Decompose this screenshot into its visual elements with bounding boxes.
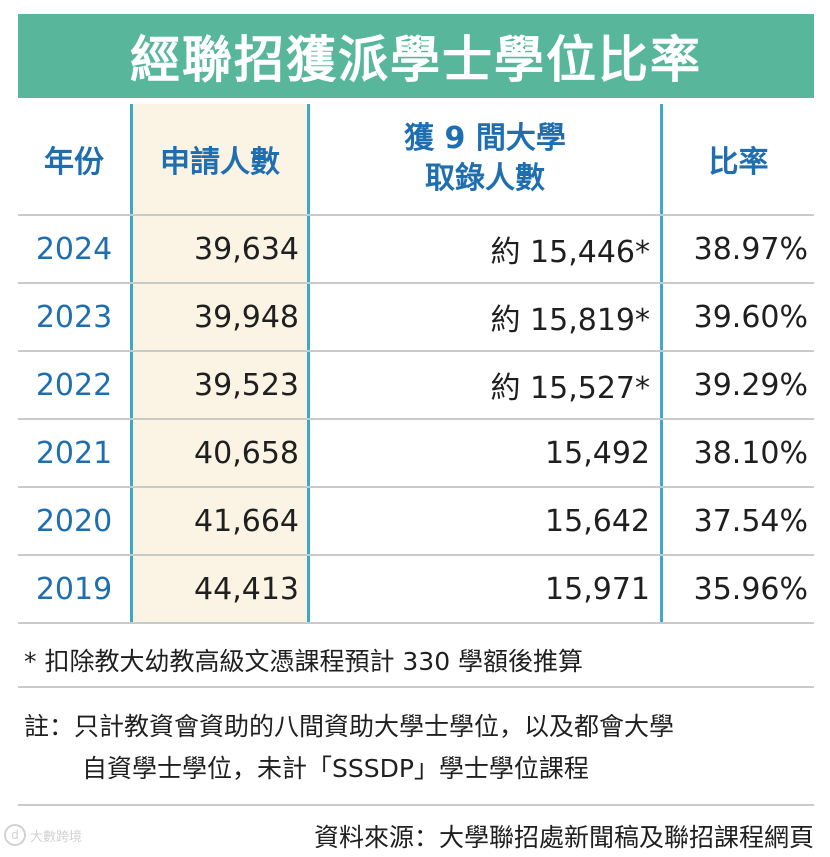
year-cell: 2019 bbox=[35, 571, 113, 607]
admitted-cell: 15,642 bbox=[545, 503, 650, 539]
table-header-row: 年份 申請人數 獲 9 間大學 取錄人數 比率 bbox=[18, 104, 814, 216]
watermark-logo-icon: d bbox=[4, 824, 26, 846]
header-applicants: 申請人數 bbox=[130, 104, 310, 214]
applicants-cell: 41,664 bbox=[130, 488, 310, 554]
table-row: 2024 39,634 約 15,446* 38.97% bbox=[18, 216, 814, 284]
header-admitted-line1: 獲 9 間大學 bbox=[404, 121, 566, 156]
header-admitted: 獲 9 間大學 取錄人數 bbox=[310, 104, 660, 214]
remark-note: 註：只計教資會資助的八間資助大學士學位，以及都會大學 自資學士學位，未計「SSS… bbox=[18, 688, 814, 806]
watermark-text: 大數跨境 bbox=[30, 829, 83, 845]
table-row: 2020 41,664 15,642 37.54% bbox=[18, 488, 814, 556]
admitted-cell: 約 15,819* bbox=[490, 303, 650, 338]
admission-table: 年份 申請人數 獲 9 間大學 取錄人數 比率 2024 39,634 約 15… bbox=[18, 104, 814, 624]
table-row: 2023 39,948 約 15,819* 39.60% bbox=[18, 284, 814, 352]
table-row: 2022 39,523 約 15,527* 39.29% bbox=[18, 352, 814, 420]
remark-line-1: 註：只計教資會資助的八間資助大學士學位，以及都會大學 bbox=[24, 712, 675, 741]
header-admitted-line2: 取錄人數 bbox=[425, 161, 545, 196]
rate-cell: 37.54% bbox=[660, 488, 814, 554]
year-cell: 2024 bbox=[35, 231, 113, 267]
rate-cell: 39.29% bbox=[660, 352, 814, 418]
year-cell: 2022 bbox=[35, 367, 113, 403]
table-row: 2019 44,413 15,971 35.96% bbox=[18, 556, 814, 624]
admitted-cell: 15,971 bbox=[545, 571, 650, 607]
admitted-cell: 約 15,446* bbox=[490, 235, 650, 270]
year-cell: 2023 bbox=[35, 299, 113, 335]
rate-cell: 38.10% bbox=[660, 420, 814, 486]
watermark: d 大數跨境 bbox=[4, 824, 82, 846]
header-rate: 比率 bbox=[660, 104, 814, 214]
applicants-cell: 44,413 bbox=[130, 556, 310, 622]
table-row: 2021 40,658 15,492 38.10% bbox=[18, 420, 814, 488]
source-note: 資料來源：大學聯招處新聞稿及聯招課程網頁 bbox=[313, 823, 814, 852]
page-title: 經聯招獲派學士學位比率 bbox=[130, 31, 702, 89]
applicants-cell: 40,658 bbox=[130, 420, 310, 486]
applicants-cell: 39,948 bbox=[130, 284, 310, 350]
remark-line-2: 自資學士學位，未計「SSSDP」學士學位課程 bbox=[82, 754, 589, 783]
year-cell: 2021 bbox=[35, 435, 113, 471]
applicants-cell: 39,523 bbox=[130, 352, 310, 418]
header-year: 年份 bbox=[44, 145, 104, 180]
rate-cell: 35.96% bbox=[660, 556, 814, 622]
admitted-cell: 15,492 bbox=[545, 435, 650, 471]
title-banner: 經聯招獲派學士學位比率 bbox=[18, 14, 814, 98]
applicants-cell: 39,634 bbox=[130, 216, 310, 282]
year-cell: 2020 bbox=[35, 503, 113, 539]
rate-cell: 39.60% bbox=[660, 284, 814, 350]
admitted-cell: 約 15,527* bbox=[490, 371, 650, 406]
footnote-star: * 扣除教大幼教高級文憑課程預計 330 學額後推算 bbox=[18, 630, 814, 688]
notes-section: * 扣除教大幼教高級文憑課程預計 330 學額後推算 註：只計教資會資助的八間資… bbox=[18, 630, 814, 856]
rate-cell: 38.97% bbox=[660, 216, 814, 282]
